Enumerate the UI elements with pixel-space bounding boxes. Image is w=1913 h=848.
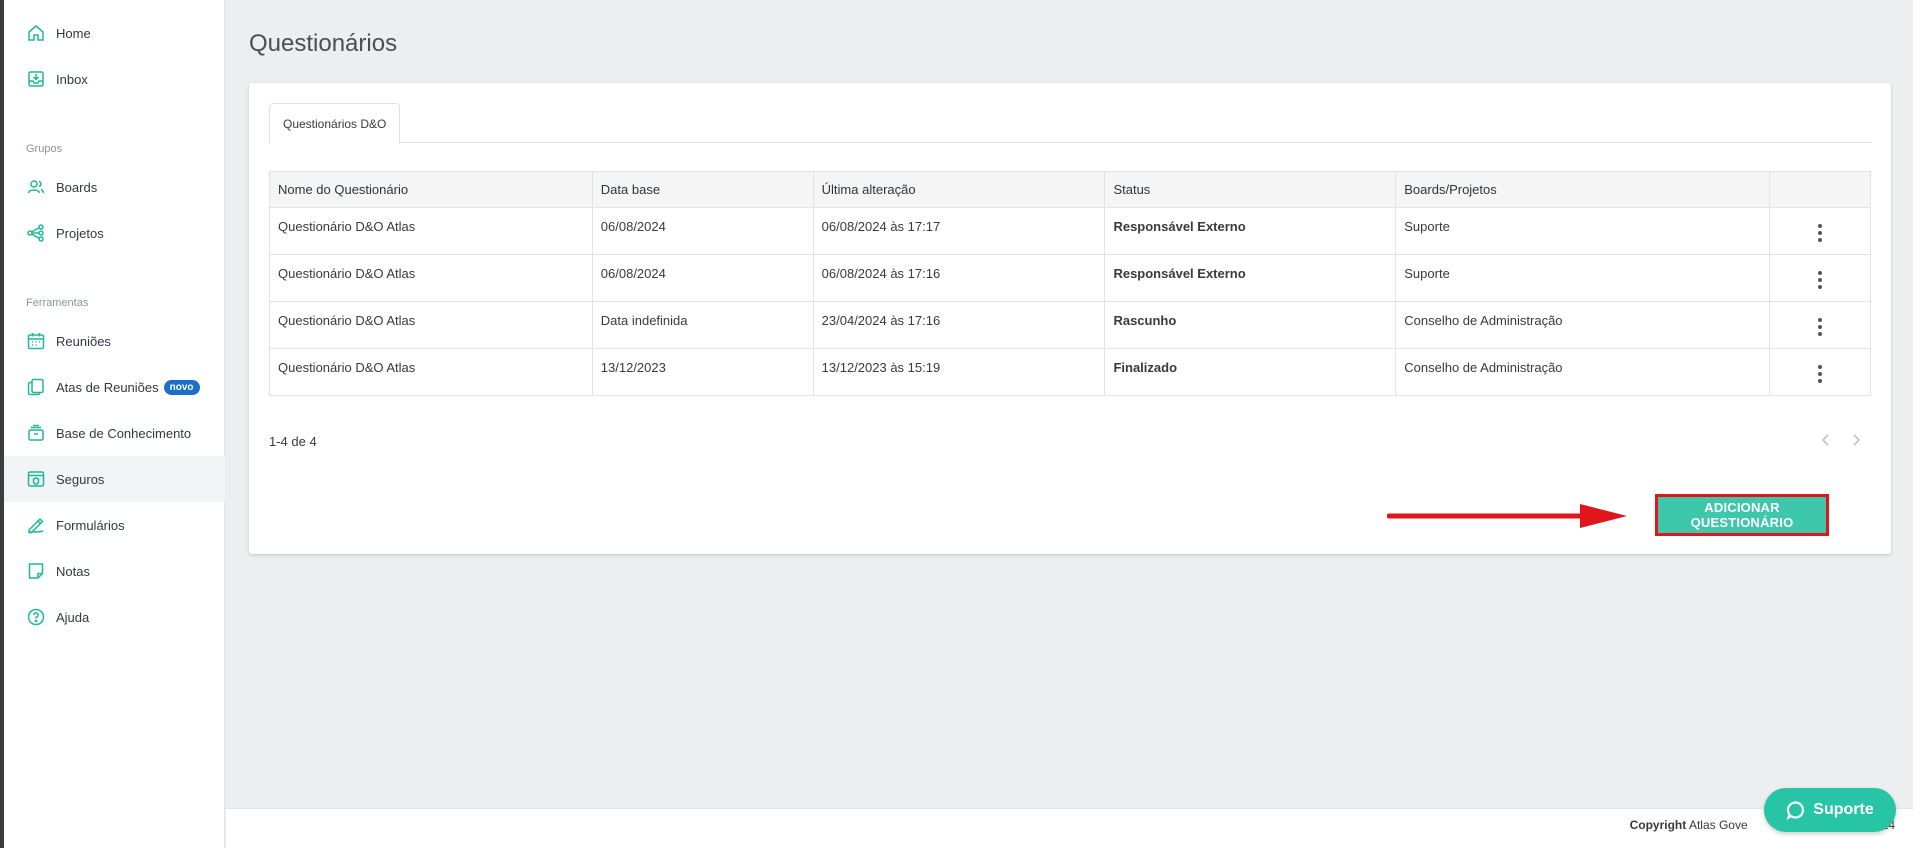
column-header-actions xyxy=(1769,171,1871,208)
home-icon xyxy=(26,23,46,43)
table-row[interactable]: Questionário D&O Atlas 06/08/2024 06/08/… xyxy=(269,207,1871,255)
more-vertical-icon[interactable] xyxy=(1810,314,1830,340)
note-icon xyxy=(26,561,46,581)
chat-bubble-icon xyxy=(1786,800,1806,820)
sidebar-item-reunioes[interactable]: Reuniões xyxy=(4,318,225,364)
calendar-icon xyxy=(26,331,46,351)
more-vertical-icon[interactable] xyxy=(1810,220,1830,246)
sidebar-item-label: Ajuda xyxy=(56,609,90,625)
questionnaires-card: Questionários D&O Nome do Questionário D… xyxy=(249,83,1891,554)
cell-actions xyxy=(1769,207,1871,255)
cell-name: Questionário D&O Atlas xyxy=(269,254,593,302)
sidebar-item-ajuda[interactable]: Ajuda xyxy=(4,594,225,640)
support-label: Suporte xyxy=(1813,801,1874,818)
sidebar-item-boards[interactable]: Boards xyxy=(4,164,225,210)
section-title-grupos: Grupos xyxy=(26,143,63,155)
sidebar-item-label: Formulários xyxy=(56,517,125,533)
copyright-text: Copyright Atlas Gove24 xyxy=(1630,818,1895,832)
sidebar: Home Inbox Grupos Boards Projetos Ferram… xyxy=(4,0,225,848)
cell-last-change: 23/04/2024 às 17:16 xyxy=(812,301,1106,349)
window-left-edge xyxy=(0,0,4,848)
chevron-right-icon[interactable] xyxy=(1850,432,1862,451)
cell-board: Conselho de Administração xyxy=(1395,301,1771,349)
cell-name: Questionário D&O Atlas xyxy=(269,207,593,255)
share-nodes-icon xyxy=(26,223,46,243)
footer xyxy=(226,808,1913,848)
documents-icon xyxy=(26,377,46,397)
chevron-left-icon[interactable] xyxy=(1820,432,1832,451)
sidebar-item-label: Base de Conhecimento xyxy=(56,425,192,441)
cell-base-date: Data indefinida xyxy=(591,301,814,349)
section-title-ferramentas: Ferramentas xyxy=(26,297,89,309)
sidebar-item-base-conhecimento[interactable]: Base de Conhecimento xyxy=(4,410,225,456)
column-header-name[interactable]: Nome do Questionário xyxy=(269,171,593,208)
cell-board: Conselho de Administração xyxy=(1395,348,1771,396)
add-questionnaire-button[interactable]: ADICIONAR QUESTIONÁRIO xyxy=(1655,494,1829,536)
sidebar-item-inbox[interactable]: Inbox xyxy=(4,56,225,102)
cell-actions xyxy=(1769,348,1871,396)
sidebar-item-label: Atas de Reuniões xyxy=(56,379,159,395)
cell-base-date: 06/08/2024 xyxy=(591,207,814,255)
inbox-icon xyxy=(26,69,46,89)
cell-actions xyxy=(1769,301,1871,349)
help-circle-icon xyxy=(26,607,46,627)
cell-name: Questionário D&O Atlas xyxy=(269,348,593,396)
cell-last-change: 13/12/2023 às 15:19 xyxy=(812,348,1106,396)
questionnaires-table: Nome do Questionário Data base Última al… xyxy=(269,171,1871,396)
cell-board: Suporte xyxy=(1395,207,1771,255)
annotation-arrow-icon xyxy=(1387,504,1627,528)
support-button[interactable]: Suporte xyxy=(1764,788,1896,832)
cell-last-change: 06/08/2024 às 17:17 xyxy=(812,207,1106,255)
users-icon xyxy=(26,177,46,197)
more-vertical-icon[interactable] xyxy=(1810,267,1830,293)
cell-status: Responsável Externo xyxy=(1104,207,1397,255)
table-header-row: Nome do Questionário Data base Última al… xyxy=(269,171,1871,208)
shield-box-icon xyxy=(26,469,46,489)
pagination-summary: 1-4 de 4 xyxy=(269,434,317,449)
column-header-last-change[interactable]: Última alteração xyxy=(812,171,1106,208)
sidebar-item-formularios[interactable]: Formulários xyxy=(4,502,225,548)
sidebar-item-label: Inbox xyxy=(56,71,88,87)
copyright-company: Atlas Gove xyxy=(1688,818,1748,832)
cell-board: Suporte xyxy=(1395,254,1771,302)
archive-icon xyxy=(26,423,46,443)
sidebar-item-label: Seguros xyxy=(56,471,105,487)
cell-status: Finalizado xyxy=(1104,348,1397,396)
cell-status: Responsável Externo xyxy=(1104,254,1397,302)
sidebar-item-home[interactable]: Home xyxy=(4,10,225,56)
tab-questionarios-do[interactable]: Questionários D&O xyxy=(269,103,401,144)
sidebar-item-label: Boards xyxy=(56,179,98,195)
sidebar-item-seguros[interactable]: Seguros xyxy=(4,456,225,502)
cell-base-date: 06/08/2024 xyxy=(591,254,814,302)
table-row[interactable]: Questionário D&O Atlas 06/08/2024 06/08/… xyxy=(269,254,1871,302)
sidebar-item-notas[interactable]: Notas xyxy=(4,548,225,594)
sidebar-item-label: Home xyxy=(56,25,91,41)
more-vertical-icon[interactable] xyxy=(1810,361,1830,387)
cell-name: Questionário D&O Atlas xyxy=(269,301,593,349)
column-header-boards[interactable]: Boards/Projetos xyxy=(1395,171,1771,208)
cell-status: Rascunho xyxy=(1104,301,1397,349)
column-header-base-date[interactable]: Data base xyxy=(591,171,814,208)
cell-actions xyxy=(1769,254,1871,302)
column-header-status[interactable]: Status xyxy=(1104,171,1397,208)
form-pen-icon xyxy=(26,515,46,535)
sidebar-item-label: Projetos xyxy=(56,225,104,241)
table-row[interactable]: Questionário D&O Atlas 13/12/2023 13/12/… xyxy=(269,348,1871,396)
table-row[interactable]: Questionário D&O Atlas Data indefinida 2… xyxy=(269,301,1871,349)
sidebar-item-label: Reuniões xyxy=(56,333,111,349)
sidebar-item-projetos[interactable]: Projetos xyxy=(4,210,225,256)
sidebar-item-atas[interactable]: Atas de Reuniões novo xyxy=(4,364,225,410)
cell-last-change: 06/08/2024 às 17:16 xyxy=(812,254,1106,302)
sidebar-item-label: Notas xyxy=(56,563,90,579)
page-title: Questionários xyxy=(249,30,398,57)
tab-bar: Questionários D&O xyxy=(269,103,1871,144)
cell-base-date: 13/12/2023 xyxy=(591,348,814,396)
copyright-label: Copyright xyxy=(1629,818,1687,832)
new-badge: novo xyxy=(163,379,200,395)
